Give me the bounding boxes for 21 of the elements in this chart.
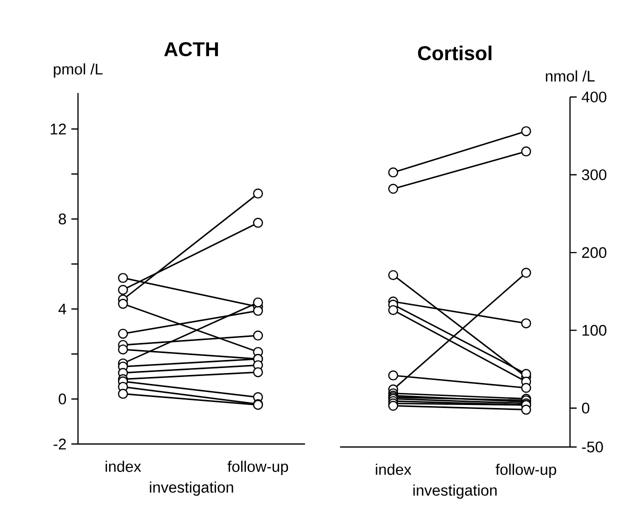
y-axis-title: pmol /L	[54, 63, 103, 78]
y-tick-label: -2	[54, 438, 66, 450]
y2-tick-label: 400	[582, 92, 606, 102]
x-tick-label: index	[106, 460, 142, 472]
y2-tick-label: 100	[582, 324, 606, 336]
chart-title: ACTH	[164, 42, 218, 56]
y-tick-label: 4	[58, 304, 66, 314]
y-tick-label: 0	[58, 394, 66, 404]
y-tick-label: 12	[50, 124, 66, 134]
y2-tick-label: -50	[582, 442, 603, 452]
y2-tick-label: 300	[582, 169, 606, 180]
y2-axis-title: nmol /L	[546, 70, 595, 82]
x-tick-label: index	[376, 464, 412, 475]
x-axis-title: investigation	[413, 484, 497, 499]
y-tick-label: 8	[58, 214, 66, 224]
y2-tick-label: 200	[582, 247, 606, 258]
x-axis-title: investigation	[150, 481, 234, 496]
x-tick-label: follow-up	[496, 464, 556, 478]
y2-tick-label: 0	[582, 402, 590, 414]
chart-title: Cortisol	[418, 46, 492, 60]
x-tick-label: follow-up	[228, 460, 288, 475]
